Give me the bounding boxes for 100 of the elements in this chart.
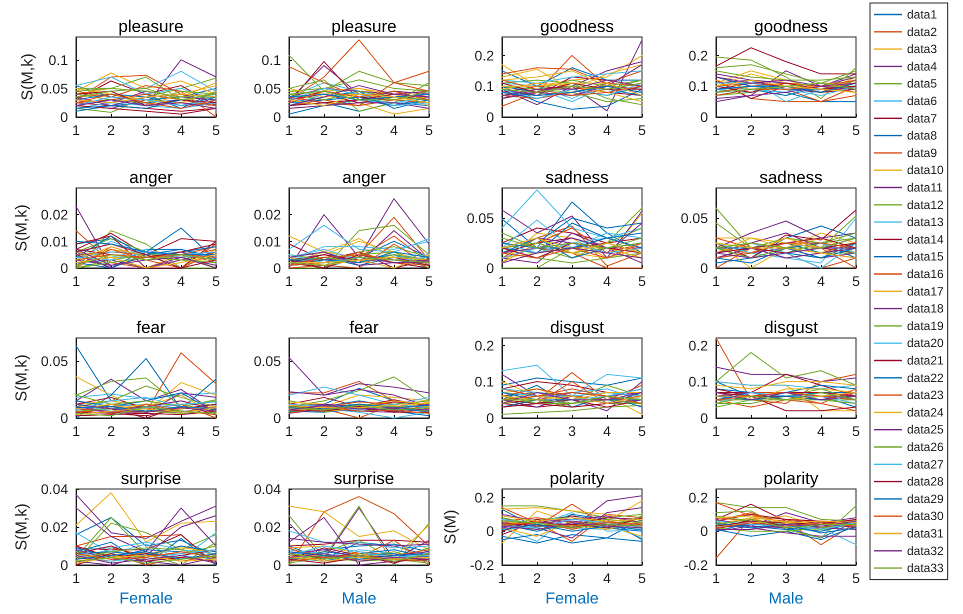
legend-label: data6 bbox=[907, 94, 938, 108]
x-tick-label: 4 bbox=[390, 273, 398, 289]
x-tick-label: 3 bbox=[355, 273, 364, 289]
legend-label: data23 bbox=[907, 388, 944, 402]
y-tick-label: 0.1 bbox=[688, 374, 708, 390]
x-tick-label: 1 bbox=[712, 122, 720, 138]
y-tick-label: 0.1 bbox=[474, 374, 494, 390]
x-tick-label: 1 bbox=[712, 423, 720, 439]
y-tick-label: 0.04 bbox=[254, 481, 282, 497]
legend-label: data26 bbox=[907, 440, 944, 454]
x-tick-label: 2 bbox=[107, 273, 116, 289]
legend-label: data8 bbox=[907, 128, 938, 143]
chart-title: anger bbox=[342, 168, 386, 187]
y-tick-label: 0 bbox=[60, 410, 68, 426]
x-tick-label: 4 bbox=[390, 122, 398, 138]
x-tick-label: 4 bbox=[177, 570, 186, 586]
x-tick-label: 5 bbox=[425, 273, 434, 289]
y-tick-label: -0.2 bbox=[470, 557, 494, 573]
x-tick-label: 3 bbox=[568, 122, 576, 138]
chart-title: goodness bbox=[754, 17, 828, 36]
x-tick-label: 4 bbox=[603, 122, 612, 138]
y-tick-label: 0.05 bbox=[254, 352, 282, 369]
x-tick-label: 5 bbox=[638, 122, 646, 138]
legend-label: data29 bbox=[907, 492, 944, 506]
x-tick-label: 5 bbox=[425, 423, 434, 439]
chart-title: surprise bbox=[120, 469, 182, 488]
x-tick-label: 2 bbox=[320, 570, 328, 586]
legend-label: data5 bbox=[907, 76, 938, 91]
x-tick-label: 5 bbox=[212, 273, 220, 289]
x-tick-label: 5 bbox=[638, 570, 646, 586]
legend-label: data10 bbox=[907, 163, 944, 178]
y-axis-title: S(M,k) bbox=[14, 503, 30, 551]
chart-title: pleasure bbox=[118, 17, 184, 36]
y-tick-label: 0 bbox=[486, 523, 494, 540]
chart-title: pleasure bbox=[331, 17, 397, 36]
y-tick-label: 0.02 bbox=[254, 519, 282, 535]
x-tick-label: 4 bbox=[603, 423, 612, 439]
x-tick-label: 2 bbox=[320, 122, 328, 138]
y-tick-label: 0 bbox=[486, 410, 494, 426]
x-tick-label: 1 bbox=[498, 273, 506, 289]
legend-label: data31 bbox=[907, 526, 944, 540]
y-axis-title: S(M,k) bbox=[20, 53, 36, 101]
x-tick-label: 1 bbox=[285, 423, 294, 439]
x-tick-label: 4 bbox=[390, 570, 398, 586]
y-tick-label: 0.05 bbox=[466, 210, 494, 226]
y-axis-title: S(M) bbox=[442, 510, 460, 544]
x-tick-label: 2 bbox=[107, 423, 116, 439]
x-tick-label: 3 bbox=[142, 570, 150, 586]
x-tick-label: 5 bbox=[852, 423, 860, 439]
x-tick-label: 3 bbox=[355, 122, 364, 138]
legend-label: data2 bbox=[907, 24, 938, 39]
x-tick-label: 5 bbox=[638, 423, 646, 439]
x-tick-label: 1 bbox=[712, 273, 720, 289]
x-tick-label: 4 bbox=[817, 423, 826, 439]
y-tick-label: 0.2 bbox=[688, 337, 708, 354]
legend-label: data28 bbox=[907, 474, 944, 489]
x-axis-title: Female bbox=[545, 590, 599, 608]
chart-title: polarity bbox=[764, 469, 819, 488]
y-tick-label: 0.04 bbox=[40, 481, 68, 497]
x-tick-label: 1 bbox=[498, 423, 506, 439]
chart-title: disgust bbox=[764, 318, 818, 337]
legend-label: data21 bbox=[907, 354, 944, 368]
y-tick-label: 0 bbox=[60, 109, 68, 125]
legend-label: data19 bbox=[907, 318, 944, 333]
y-tick-label: 0.02 bbox=[40, 206, 68, 223]
legend-label: data18 bbox=[907, 302, 944, 316]
chart-title: goodness bbox=[540, 17, 614, 36]
x-tick-label: 2 bbox=[107, 122, 116, 138]
legend-label: data3 bbox=[907, 42, 938, 56]
y-tick-label: 0 bbox=[700, 109, 708, 125]
y-tick-label: 0 bbox=[273, 109, 282, 125]
legend-label: data9 bbox=[907, 146, 938, 160]
legend-label: data32 bbox=[907, 544, 944, 558]
legend-label: data25 bbox=[907, 422, 944, 437]
x-tick-label: 2 bbox=[747, 570, 756, 586]
x-tick-label: 3 bbox=[142, 423, 150, 439]
x-tick-label: 2 bbox=[533, 423, 542, 439]
x-tick-label: 3 bbox=[355, 423, 364, 439]
x-tick-label: 3 bbox=[568, 423, 576, 439]
x-tick-label: 4 bbox=[177, 122, 186, 138]
y-tick-label: 0 bbox=[273, 410, 282, 426]
x-axis-title: Female bbox=[119, 590, 173, 608]
y-tick-label: 0 bbox=[273, 260, 282, 276]
y-tick-label: 0.2 bbox=[474, 337, 494, 354]
x-tick-label: 5 bbox=[212, 423, 220, 439]
chart-title: surprise bbox=[334, 469, 394, 488]
y-tick-label: 0.05 bbox=[680, 210, 708, 226]
legend-label: data16 bbox=[907, 267, 944, 281]
legend-label: data14 bbox=[907, 232, 944, 246]
y-tick-label: 0 bbox=[486, 109, 494, 125]
x-tick-label: 1 bbox=[72, 423, 80, 439]
legend-label: data11 bbox=[907, 180, 944, 194]
x-tick-label: 4 bbox=[177, 273, 186, 289]
chart-title: fear bbox=[136, 318, 166, 337]
x-tick-label: 1 bbox=[285, 273, 294, 289]
legend-label: data27 bbox=[907, 457, 944, 472]
x-tick-label: 4 bbox=[390, 423, 398, 439]
x-tick-label: 1 bbox=[498, 570, 506, 586]
y-tick-label: -0.2 bbox=[684, 557, 708, 573]
x-axis-title: Male bbox=[342, 590, 376, 608]
